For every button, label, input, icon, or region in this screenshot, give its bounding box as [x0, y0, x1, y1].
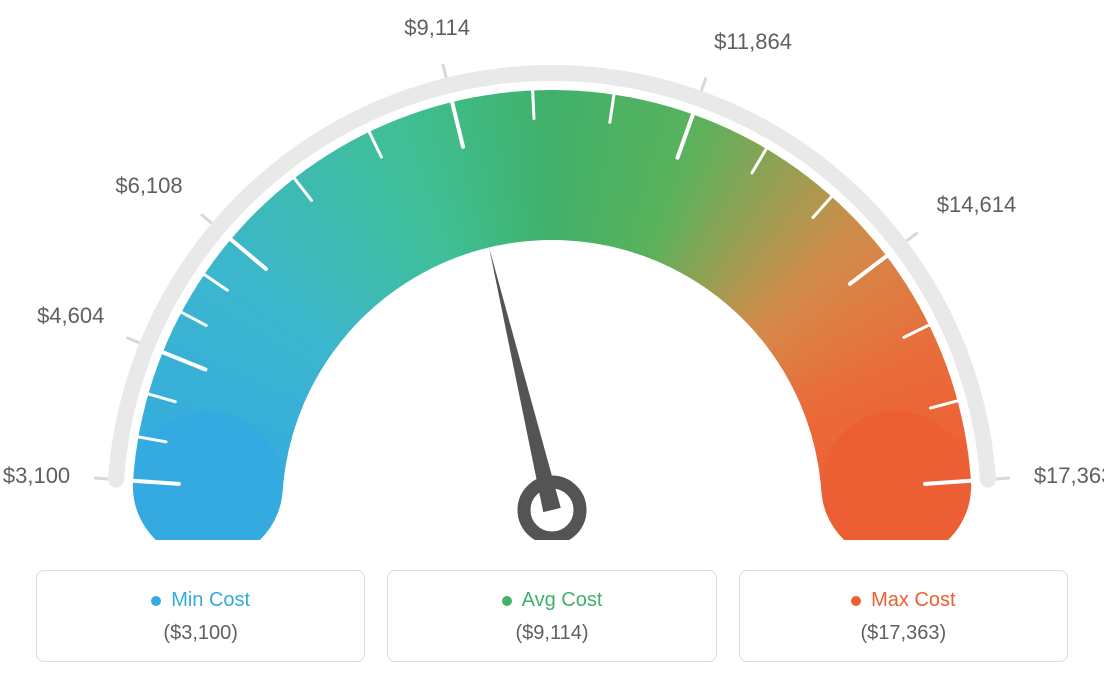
gauge-scale-label: $11,864	[714, 29, 792, 55]
legend-dot-max	[851, 596, 861, 606]
legend-box-min: Min Cost ($3,100)	[36, 570, 365, 662]
legend-dot-min	[151, 596, 161, 606]
gauge-scale-label: $6,108	[115, 173, 182, 199]
gauge-scale-label: $9,114	[404, 15, 470, 41]
legend-value-min: ($3,100)	[47, 622, 354, 645]
legend-title-min-text: Min Cost	[171, 589, 250, 612]
gauge-scale-label: $3,100	[3, 463, 70, 489]
gauge-scale-label: $14,614	[937, 192, 1017, 218]
legend-row: Min Cost ($3,100) Avg Cost ($9,114) Max …	[36, 570, 1068, 662]
legend-value-max: ($17,363)	[750, 622, 1057, 645]
legend-box-max: Max Cost ($17,363)	[739, 570, 1068, 662]
legend-title-avg: Avg Cost	[502, 589, 603, 612]
gauge-scale-label: $4,604	[37, 303, 104, 329]
legend-value-avg: ($9,114)	[398, 622, 705, 645]
legend-title-max: Max Cost	[851, 589, 955, 612]
legend-title-avg-text: Avg Cost	[522, 589, 603, 612]
gauge-svg	[0, 10, 1104, 540]
gauge-chart: $3,100 $4,604 $6,108 $9,114 $11,864 $14,614 $1…	[0, 0, 1104, 540]
legend-title-min: Min Cost	[151, 589, 250, 612]
legend-title-max-text: Max Cost	[871, 589, 955, 612]
legend-dot-avg	[502, 596, 512, 606]
gauge-scale-label: $17,363	[1034, 463, 1104, 489]
legend-box-avg: Avg Cost ($9,114)	[387, 570, 716, 662]
